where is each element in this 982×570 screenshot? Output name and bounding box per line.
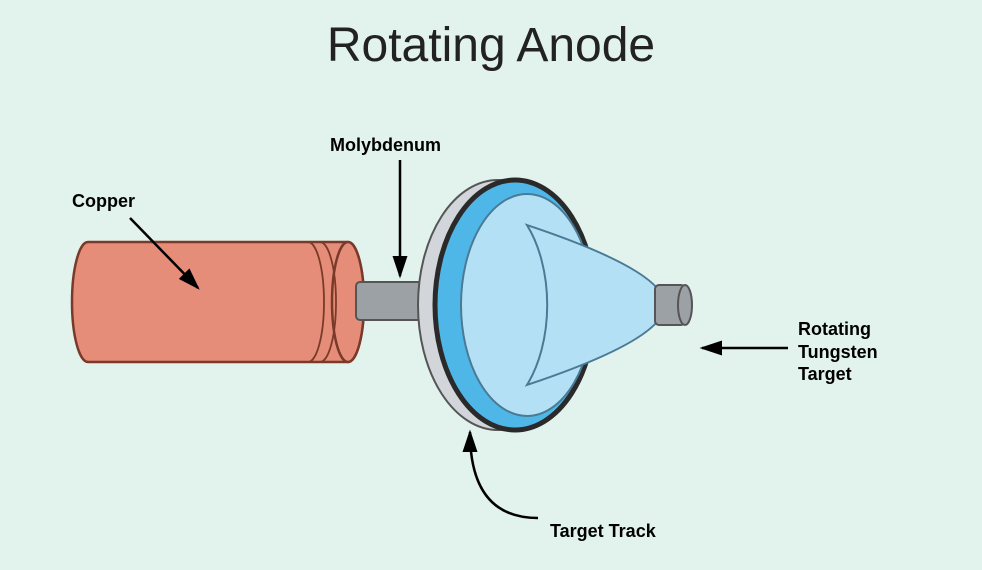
diagram-canvas: Rotating Anode Copper Molybdenum Rotatin… — [0, 0, 982, 570]
copper-label: Copper — [72, 190, 135, 213]
molybdenum-label: Molybdenum — [330, 134, 441, 157]
rotating-tungsten-target-label: Rotating Tungsten Target — [798, 318, 878, 386]
rt-line1: Rotating — [798, 319, 871, 339]
rt-line2: Tungsten — [798, 342, 878, 362]
diagram-svg — [0, 0, 982, 570]
rt-line3: Target — [798, 364, 852, 384]
target-track-label: Target Track — [550, 520, 656, 543]
diagram-title: Rotating Anode — [0, 18, 982, 73]
